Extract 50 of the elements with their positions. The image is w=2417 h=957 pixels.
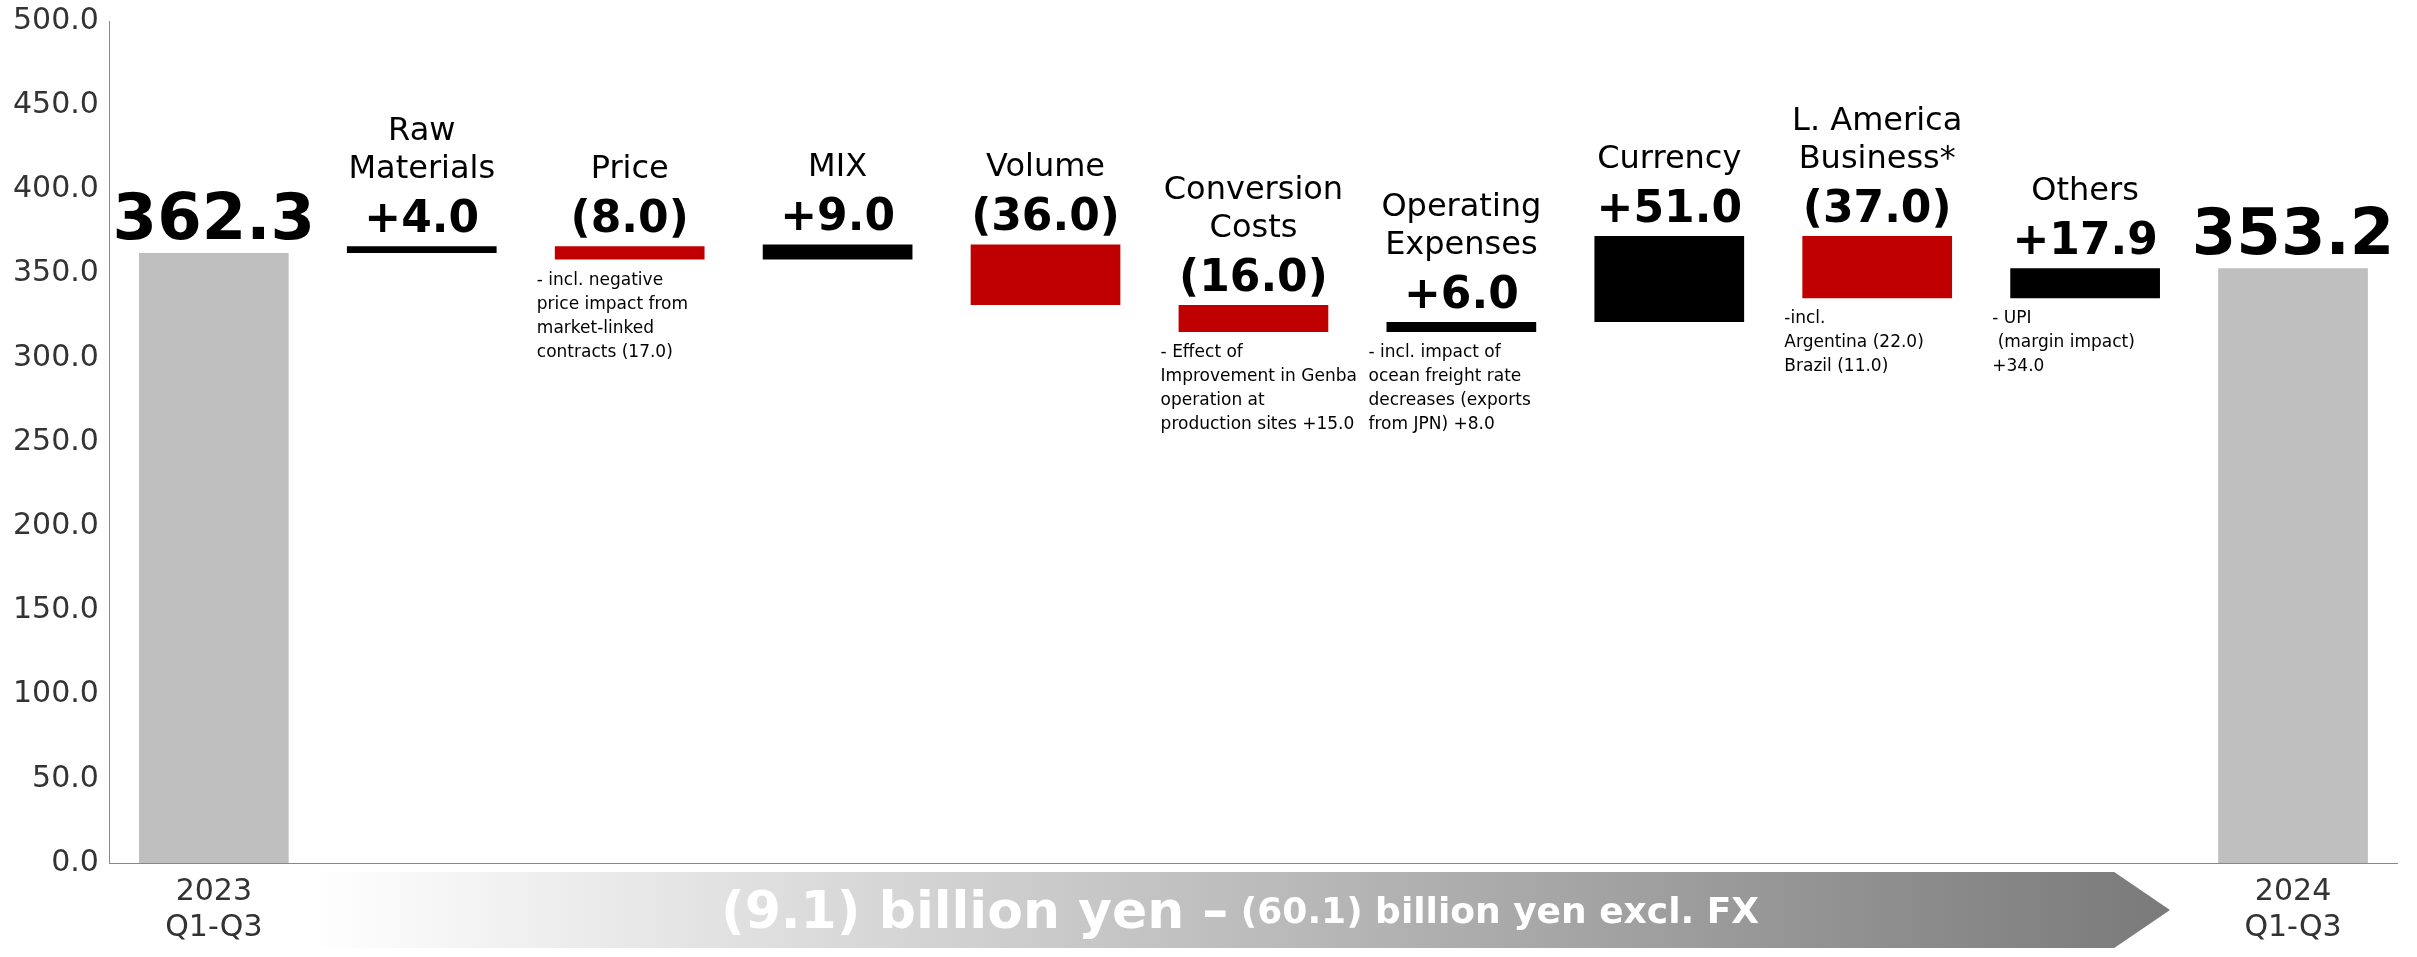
- y-tick-label: 350.0: [12, 253, 99, 289]
- x-tick-label: Conversion Costs: [1163, 169, 1344, 246]
- annotation: -incl. Argentina (22.0) Brazil (11.0): [1784, 307, 1924, 376]
- data-label: +17.9: [2012, 213, 2158, 265]
- annotation: - Effect of Improvement in Genba operation at production sites +15.0: [1160, 340, 1357, 433]
- annotation: - UPI (margin impact) +34.0: [1992, 307, 2135, 376]
- x-tick-label: Others: [2031, 170, 2139, 209]
- bar: [554, 246, 705, 260]
- data-label: (37.0): [1802, 181, 1952, 233]
- x-tick-label: Raw Materials: [348, 110, 496, 187]
- data-label: +6.0: [1403, 266, 1519, 318]
- bar: [2010, 268, 2160, 299]
- y-tick-label: 300.0: [12, 337, 99, 373]
- y-tick-label: 200.0: [12, 506, 99, 541]
- bar: [138, 252, 289, 863]
- data-label: +51.0: [1596, 181, 1742, 233]
- annotation: - incl. negative price impact from market-linked contracts (17.0): [536, 268, 689, 361]
- data-label: 362.3: [112, 179, 316, 254]
- bar: [1386, 321, 1537, 333]
- y-tick-label: 400.0: [12, 169, 99, 205]
- y-tick-label: 450.0: [12, 85, 99, 120]
- x-tick-label: 2023 Q1-Q3: [165, 871, 263, 943]
- x-tick-label: MIX: [808, 146, 868, 185]
- data-label: +4.0: [364, 191, 480, 243]
- y-tick-label: 50.0: [32, 758, 99, 794]
- data-label: (16.0): [1179, 250, 1328, 302]
- y-tick-label: 100.0: [12, 674, 99, 710]
- bar: [1802, 236, 1953, 299]
- x-tick-label: Operating Expenses: [1381, 185, 1542, 262]
- y-tick-label: 150.0: [12, 590, 99, 626]
- text: (60.1) billion yen excl. FX: [1239, 889, 1760, 931]
- x-tick-label: Volume: [986, 146, 1106, 185]
- bar: [346, 246, 497, 253]
- bar: [1178, 305, 1329, 333]
- y-tick-label: 0.0: [51, 842, 99, 878]
- x-tick-label: 2024 Q1-Q3: [2244, 871, 2342, 943]
- x-tick-label: L. America Business*: [1792, 100, 1963, 177]
- data-label: (8.0): [570, 191, 689, 243]
- bar: [762, 244, 913, 260]
- annotation: - incl. impact of ocean freight rate decreases (exports from JPN) +8.0: [1368, 340, 1531, 433]
- data-label: +9.0: [780, 189, 896, 241]
- data-label: 353.2: [2191, 195, 2395, 270]
- x-tick-label: Price: [590, 148, 669, 187]
- bar: [1594, 236, 1745, 322]
- x-tick-label: Currency: [1597, 138, 1742, 177]
- y-tick-label: 500.0: [12, 0, 99, 36]
- bar: [970, 244, 1121, 306]
- bar: [2218, 268, 2368, 863]
- y-tick-label: 250.0: [12, 421, 99, 457]
- data-label: (36.0): [971, 189, 1120, 241]
